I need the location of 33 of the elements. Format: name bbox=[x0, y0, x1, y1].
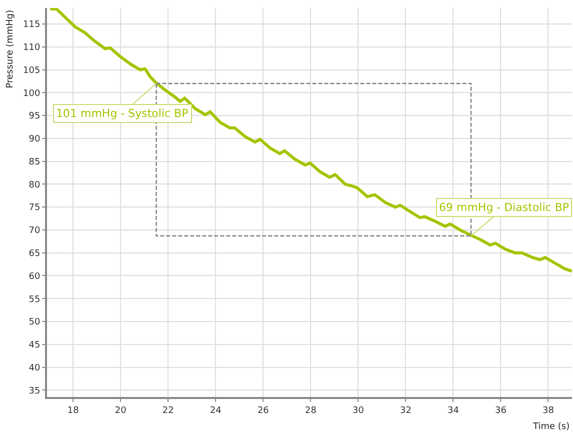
y-tick-label: 50 bbox=[28, 318, 40, 328]
y-tick-label: 105 bbox=[23, 66, 40, 76]
y-axis-title: Pressure (mmHg) bbox=[5, 10, 16, 88]
x-axis-title: Time (s) bbox=[532, 422, 570, 432]
x-tick-label: 18 bbox=[67, 406, 80, 416]
x-tick-label: 30 bbox=[352, 406, 364, 416]
y-tick-label: 95 bbox=[28, 112, 40, 122]
y-tick-label: 45 bbox=[28, 340, 40, 351]
y-tick-label: 115 bbox=[23, 20, 40, 30]
x-tick-label: 32 bbox=[400, 406, 412, 416]
y-tick-label: 85 bbox=[28, 157, 40, 168]
y-tick-label: 100 bbox=[23, 88, 40, 99]
x-tick-label: 20 bbox=[114, 406, 127, 416]
y-tick-label: 55 bbox=[28, 294, 40, 305]
y-tick-label: 60 bbox=[28, 272, 40, 282]
y-tick-label: 90 bbox=[28, 134, 40, 145]
y-tick-label: 80 bbox=[28, 180, 40, 190]
x-tick-label: 26 bbox=[257, 406, 270, 416]
x-tick-label: 22 bbox=[162, 406, 174, 416]
x-tick-label: 24 bbox=[210, 406, 222, 416]
y-tick-label: 110 bbox=[23, 43, 40, 54]
y-tick-label: 35 bbox=[28, 386, 40, 396]
annotation: 101 mmHg - Systolic BP bbox=[56, 107, 189, 120]
x-tick-label: 28 bbox=[304, 406, 317, 416]
y-tick-label: 70 bbox=[28, 226, 40, 236]
y-tick-label: 65 bbox=[28, 248, 40, 259]
y-tick-label: 40 bbox=[28, 363, 40, 374]
x-tick-label: 38 bbox=[542, 406, 554, 416]
y-tick-label: 75 bbox=[28, 203, 40, 214]
annotation: 69 mmHg - Diastolic BP bbox=[439, 201, 570, 214]
x-tick-label: 36 bbox=[495, 406, 507, 416]
line-series bbox=[48, 8, 572, 273]
x-tick-label: 34 bbox=[447, 406, 460, 416]
